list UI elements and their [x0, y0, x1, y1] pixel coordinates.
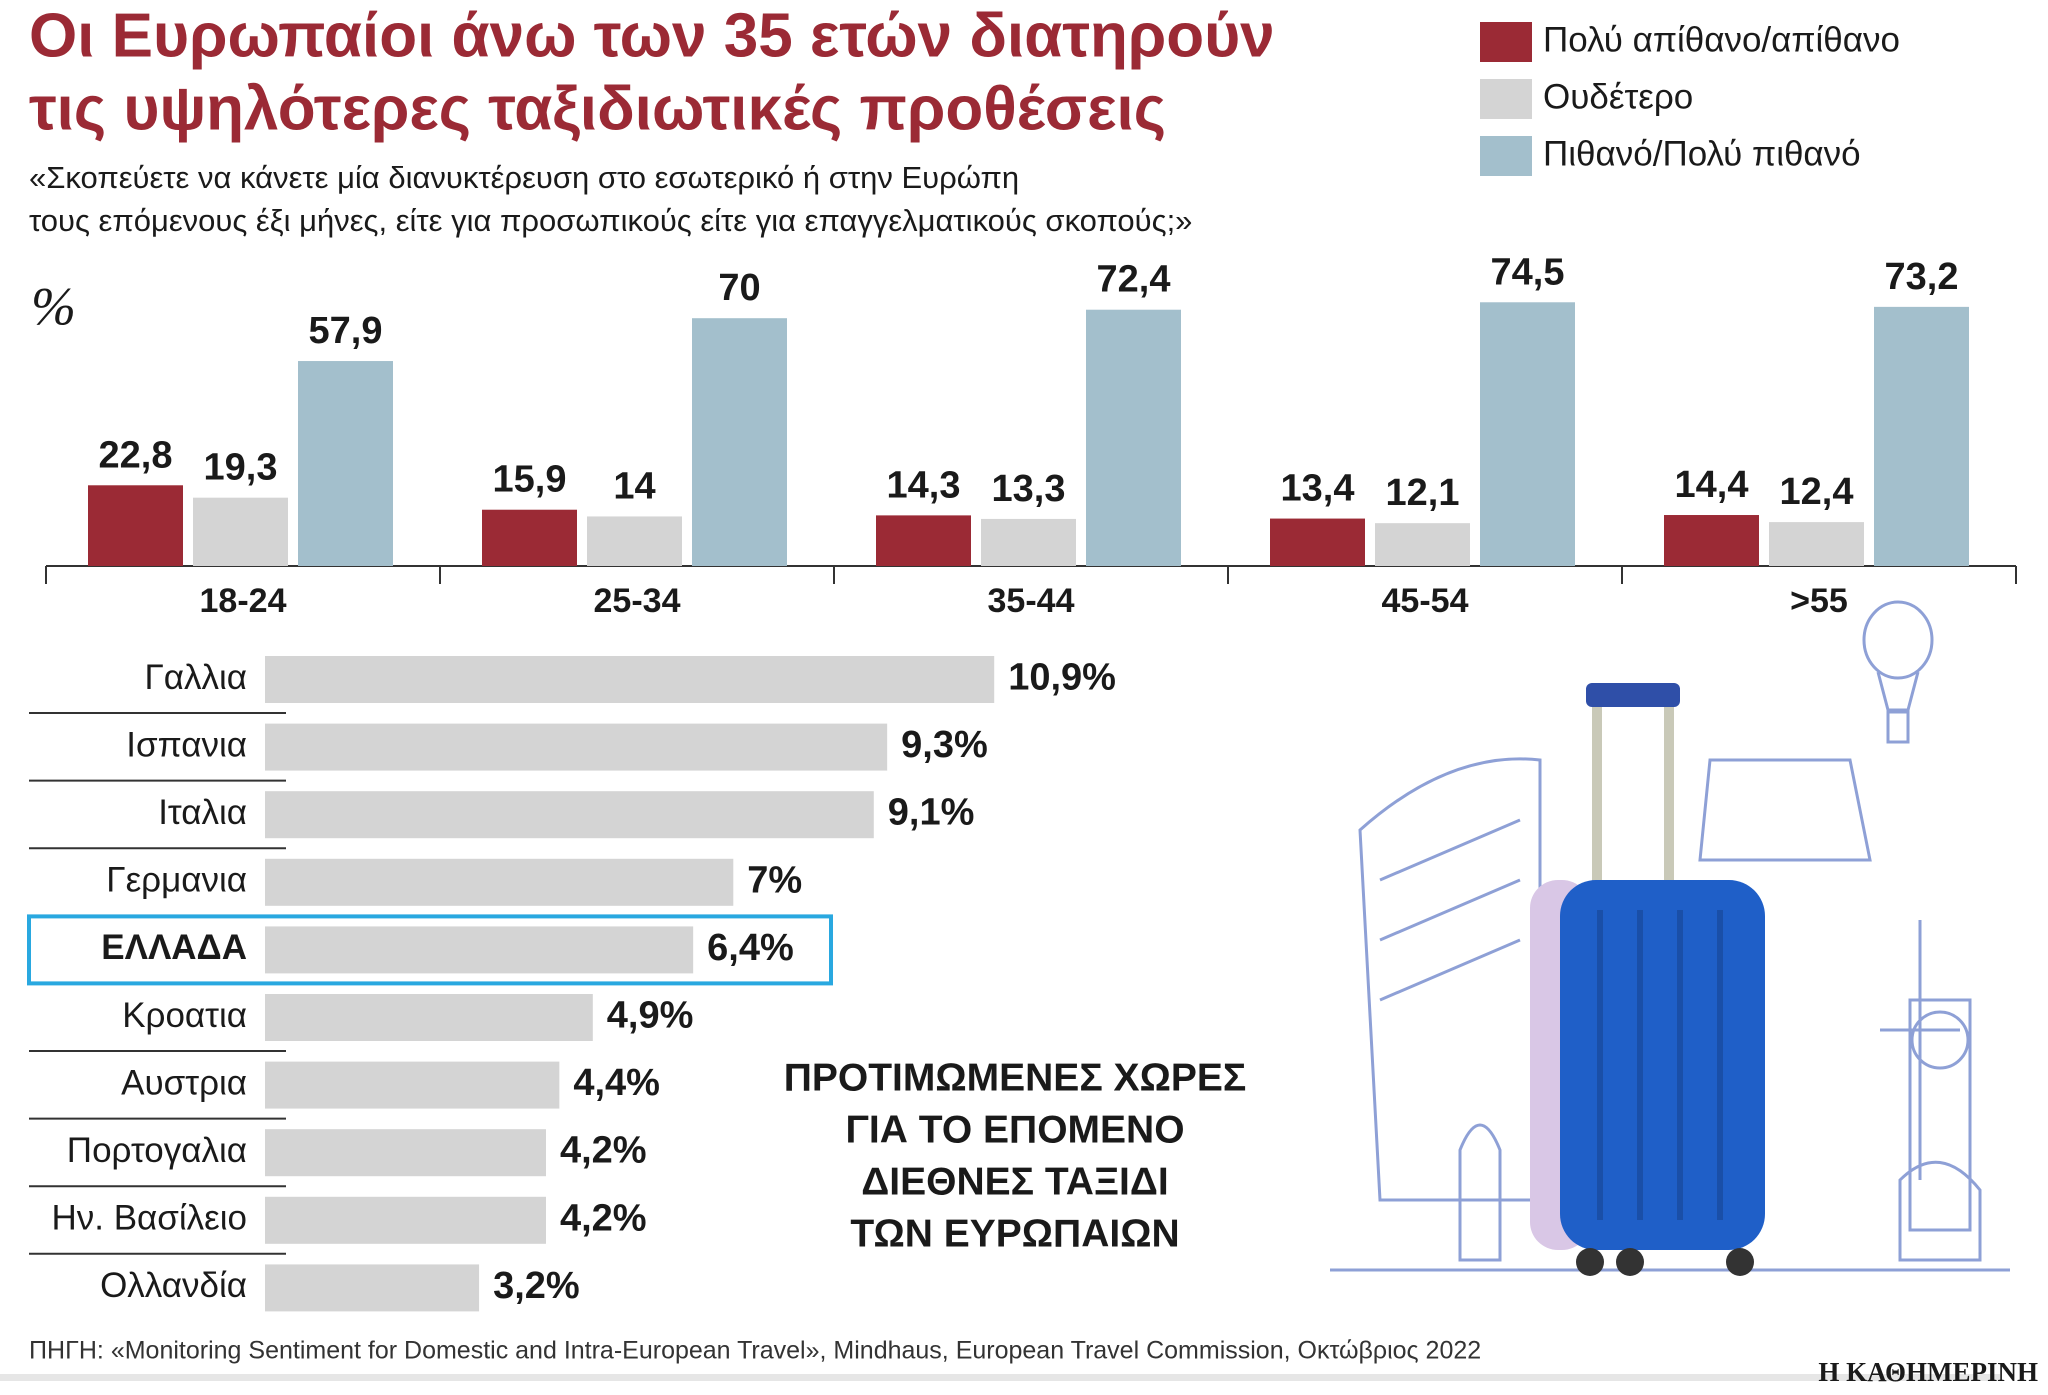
value-label: 70 [718, 267, 760, 309]
bar [193, 497, 288, 566]
bar [1664, 515, 1759, 566]
illustration [1330, 600, 2010, 1272]
x-tick-label: 45-54 [1382, 582, 1469, 620]
legend-swatch [1480, 136, 1532, 176]
category-label: Πορτογαλια [67, 1131, 247, 1170]
highlight-box [27, 914, 833, 986]
chart-title: ΠΡΟΤΙΜΩΜΕΝΕΣ ΧΩΡΕΣ [784, 1056, 1247, 1099]
suitcase [1530, 683, 1765, 1276]
bar [1874, 306, 1969, 566]
logo: Η ΚΑΘΗΜΕΡΙΝΗ [1818, 1357, 2038, 1387]
bar [265, 723, 888, 771]
legend-label: Ουδέτερο [1543, 77, 1693, 116]
value-label: 57,9 [309, 310, 383, 352]
chart-title: ΔΙΕΘΝΕΣ ΤΑΞΙΔΙ [861, 1160, 1169, 1203]
category-label: Ιταλια [158, 793, 247, 832]
value-label: 13,3 [992, 468, 1066, 510]
category-label: Κροατια [122, 996, 247, 1035]
subtitle: «Σκοπεύετε να κάνετε μία διανυκτέρευση σ… [29, 160, 1019, 195]
legend-swatch [1480, 22, 1532, 62]
value-label: 10,9% [1008, 657, 1116, 699]
value-label: 74,5 [1491, 251, 1565, 293]
value-label: 14 [613, 465, 655, 507]
value-label: 4,9% [607, 995, 694, 1037]
bar [265, 926, 694, 974]
x-tick-label: 25-34 [594, 582, 681, 620]
title: τις υψηλότερες ταξιδιωτικές προθέσεις [29, 74, 1166, 143]
title: Οι Ευρωπαίοι άνω των 35 ετών διατηρούν [29, 1, 1275, 70]
legend-label: Πολύ απίθανο/απίθανο [1543, 20, 1900, 59]
bar [1270, 518, 1365, 566]
bar [265, 1129, 546, 1177]
value-label: 4,4% [573, 1062, 660, 1104]
bar [1769, 522, 1864, 566]
x-tick-label: >55 [1790, 582, 1848, 620]
bar [1086, 309, 1181, 566]
bar [265, 1264, 480, 1312]
value-label: 72,4 [1097, 259, 1171, 301]
x-tick-label: 35-44 [988, 582, 1075, 620]
value-label: 4,2% [560, 1130, 647, 1172]
chart-title: ΓΙΑ ΤΟ ΕΠΟΜΕΝΟ [845, 1108, 1184, 1151]
bar [876, 515, 971, 566]
value-label: 4,2% [560, 1197, 647, 1239]
chart-title: ΤΩΝ ΕΥΡΩΠΑΙΩΝ [850, 1212, 1179, 1255]
value-label: 9,1% [888, 792, 975, 834]
bar [265, 1196, 546, 1244]
value-label: 9,3% [901, 724, 988, 766]
value-label: 15,9 [493, 459, 567, 501]
category-label: Γερμανια [106, 861, 247, 900]
bar [265, 858, 734, 906]
value-label: 14,4 [1675, 464, 1749, 506]
bar [1375, 523, 1470, 566]
value-label: 7% [747, 859, 802, 901]
category-label: Ην. Βασίλειο [51, 1199, 247, 1238]
bar [298, 361, 393, 566]
bar [265, 791, 874, 839]
value-label: 12,1 [1386, 472, 1460, 514]
subtitle: τους επόμενους έξι μήνες, είτε για προσω… [29, 203, 1192, 238]
unit-label: % [31, 276, 76, 336]
value-label: 3,2% [493, 1265, 580, 1307]
category-label: Αυστρια [121, 1063, 247, 1102]
value-label: 12,4 [1780, 471, 1854, 513]
bar [265, 994, 593, 1041]
value-label: 19,3 [204, 447, 278, 489]
value-label: 6,4% [707, 927, 794, 969]
value-label: 73,2 [1885, 256, 1959, 298]
bar [692, 318, 787, 566]
source: ΠΗΓΗ: «Monitoring Sentiment for Domestic… [29, 1337, 1481, 1365]
value-label: 13,4 [1281, 468, 1355, 510]
bar [265, 1061, 560, 1109]
category-label: ΕΛΛΑΔΑ [101, 928, 247, 967]
category-label: Ολλανδία [100, 1266, 247, 1305]
footer-rule [0, 1374, 2000, 1381]
bar [981, 518, 1076, 566]
bar [265, 656, 995, 703]
bar [482, 509, 577, 566]
value-label: 14,3 [887, 464, 961, 506]
x-tick-label: 18-24 [200, 582, 287, 620]
legend-swatch [1480, 79, 1532, 119]
category-label: Γαλλια [144, 658, 247, 697]
legend-label: Πιθανό/Πολύ πιθανό [1543, 134, 1861, 173]
value-label: 22,8 [99, 434, 173, 476]
bar [587, 516, 682, 566]
bar [88, 485, 183, 566]
category-label: Ισπανια [126, 725, 247, 764]
bar [1480, 302, 1575, 566]
